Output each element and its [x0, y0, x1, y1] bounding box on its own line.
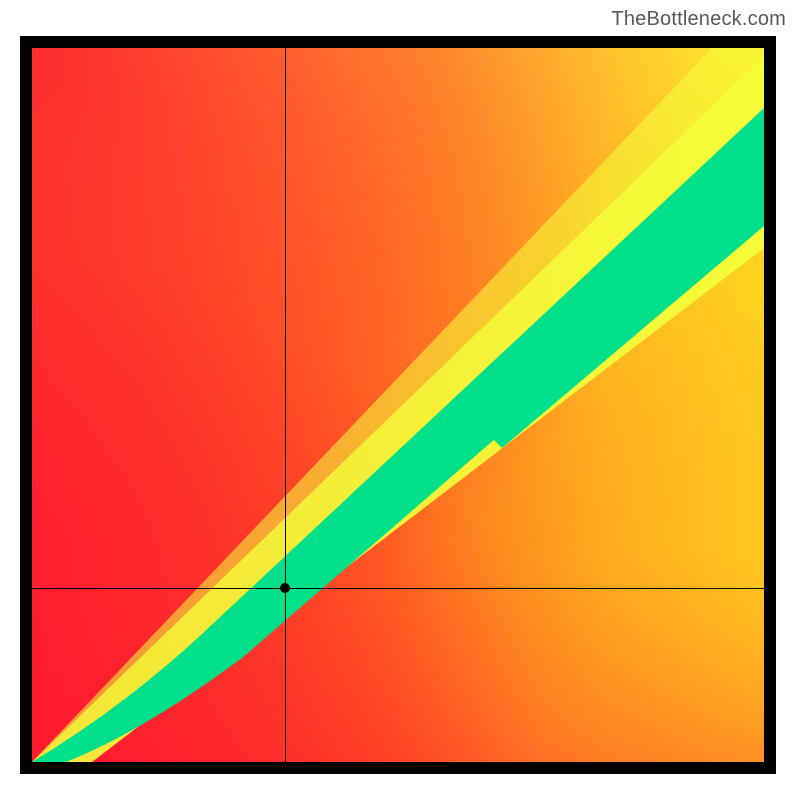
selection-marker	[280, 583, 290, 593]
chart-frame	[20, 36, 776, 774]
chart-wrapper: TheBottleneck.com	[0, 0, 800, 800]
crosshair-horizontal	[32, 588, 764, 589]
attribution-text: TheBottleneck.com	[611, 8, 786, 31]
heatmap-plot	[32, 48, 764, 762]
crosshair-vertical	[285, 48, 286, 762]
